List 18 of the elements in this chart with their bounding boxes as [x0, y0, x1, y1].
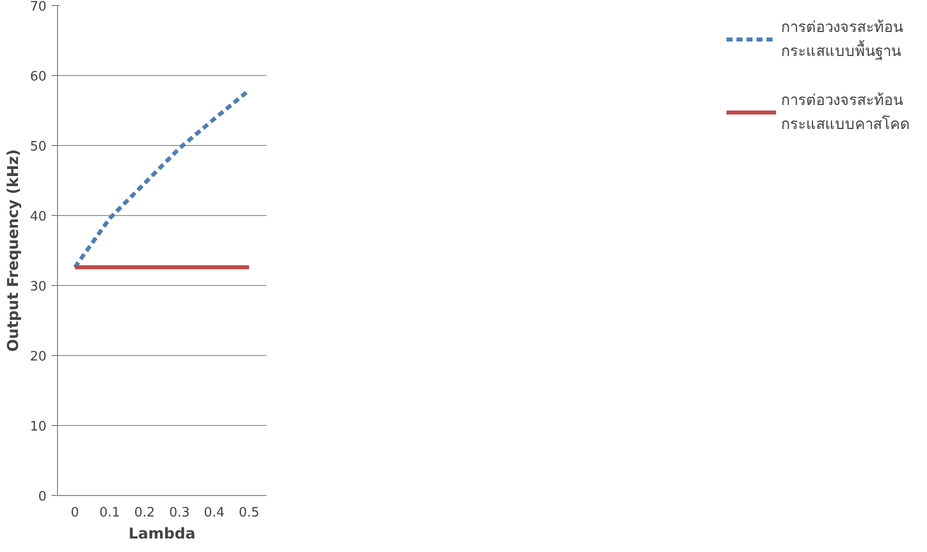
legend-label: การต่อวงจรสะท้อน กระแสแบบคาสโคด: [781, 90, 910, 135]
x-tick-label: 0.2: [134, 506, 155, 520]
y-tick-label: 0: [38, 490, 47, 504]
y-tick-label: 40: [30, 210, 47, 224]
legend-label: การต่อวงจรสะท้อน กระแสแบบพื้นฐาน: [781, 17, 903, 62]
x-tick-label: 0: [70, 506, 80, 520]
y-tick-label: 70: [30, 0, 47, 14]
y-tick-label: 30: [30, 280, 47, 294]
y-tick-label: 20: [30, 350, 47, 364]
x-axis-title: Lambda: [128, 524, 196, 542]
x-tick-label: 0.1: [99, 506, 120, 520]
x-tick-label: 0.4: [204, 506, 225, 520]
y-tick-label: 50: [30, 140, 47, 154]
x-tick-label: 0.5: [238, 506, 260, 520]
y-tick-label: 60: [30, 70, 47, 84]
x-tick-label: 0.3: [169, 506, 190, 520]
y-axis-title: Output Frequency (kHz): [4, 149, 22, 352]
y-tick-label: 10: [30, 420, 47, 434]
